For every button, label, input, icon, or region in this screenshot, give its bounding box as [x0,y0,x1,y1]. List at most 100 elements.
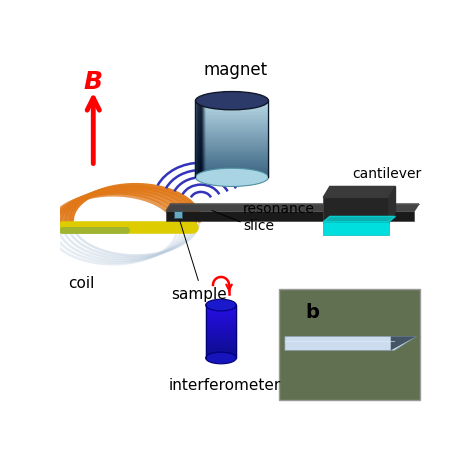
Bar [198,100,202,177]
Bar [195,125,268,127]
Bar [195,148,268,150]
Bar [200,100,205,177]
Ellipse shape [206,299,237,311]
Bar [195,174,268,176]
Bar [195,119,268,120]
Bar [206,325,237,326]
Bar [195,104,268,105]
Bar [195,168,268,170]
Bar [206,310,237,312]
Bar [195,111,268,113]
Bar [195,161,268,162]
Ellipse shape [195,168,268,186]
Bar [195,105,268,107]
Bar [195,130,268,131]
Bar [200,100,204,177]
Ellipse shape [195,91,268,110]
Bar [206,319,237,321]
Bar [195,170,268,171]
Bar [206,330,237,331]
Text: cantilever: cantilever [353,167,422,181]
Bar [196,100,201,177]
Bar [195,113,268,115]
Bar [206,309,237,310]
Bar [206,326,237,328]
Bar [206,356,237,358]
Bar [195,131,268,133]
Bar [206,321,237,323]
Bar [195,133,268,135]
Polygon shape [323,186,395,197]
Bar [195,100,268,102]
Bar [195,155,268,156]
Bar [206,305,237,307]
Bar [195,151,268,153]
Bar [195,140,268,142]
Bar [195,142,268,144]
Bar [206,338,237,340]
Bar [206,318,237,319]
Bar [195,116,268,118]
Bar [195,124,268,125]
Bar [206,340,237,342]
Text: resonance
slice: resonance slice [243,202,315,233]
Bar [195,122,268,124]
Bar [206,312,237,314]
Bar [199,100,204,177]
Bar [195,115,268,116]
Bar [206,307,237,309]
Bar [323,197,389,223]
Bar [200,100,205,177]
Bar [195,110,268,111]
Bar [195,100,201,177]
Bar [206,355,237,356]
Bar [196,100,201,177]
Bar [206,328,237,330]
Text: sample: sample [171,287,227,302]
Bar [195,127,268,128]
Bar [197,100,202,177]
Text: magnet: magnet [203,61,268,79]
Bar [195,102,268,104]
Bar [206,316,237,318]
Bar [206,335,237,337]
Bar [195,150,268,151]
Polygon shape [391,337,416,350]
Bar [206,342,237,344]
Bar [195,146,268,148]
Polygon shape [285,337,416,350]
Bar [195,137,268,139]
Bar [206,351,237,353]
Bar [173,211,182,218]
Bar [195,144,268,145]
Bar [195,159,268,161]
Bar [196,100,201,177]
Bar [195,136,268,137]
Bar [199,100,203,177]
Bar [195,164,268,165]
Polygon shape [389,186,395,223]
Bar [206,347,237,349]
Bar [195,153,268,155]
Bar [195,118,268,119]
Bar [206,314,237,316]
Bar [195,156,268,157]
Text: coil: coil [68,276,94,291]
Bar [195,109,268,110]
Bar [195,171,268,173]
Bar [323,222,389,235]
Bar [206,353,237,355]
Bar [195,128,268,130]
Bar [195,145,268,146]
Text: b: b [305,303,319,322]
Bar [206,333,237,335]
Text: B: B [84,71,103,94]
Bar [195,173,268,174]
Bar [206,344,237,346]
Polygon shape [323,216,395,222]
Bar [195,162,268,164]
Bar [206,331,237,333]
Bar [195,139,268,140]
Bar [195,165,268,166]
Bar [206,349,237,351]
